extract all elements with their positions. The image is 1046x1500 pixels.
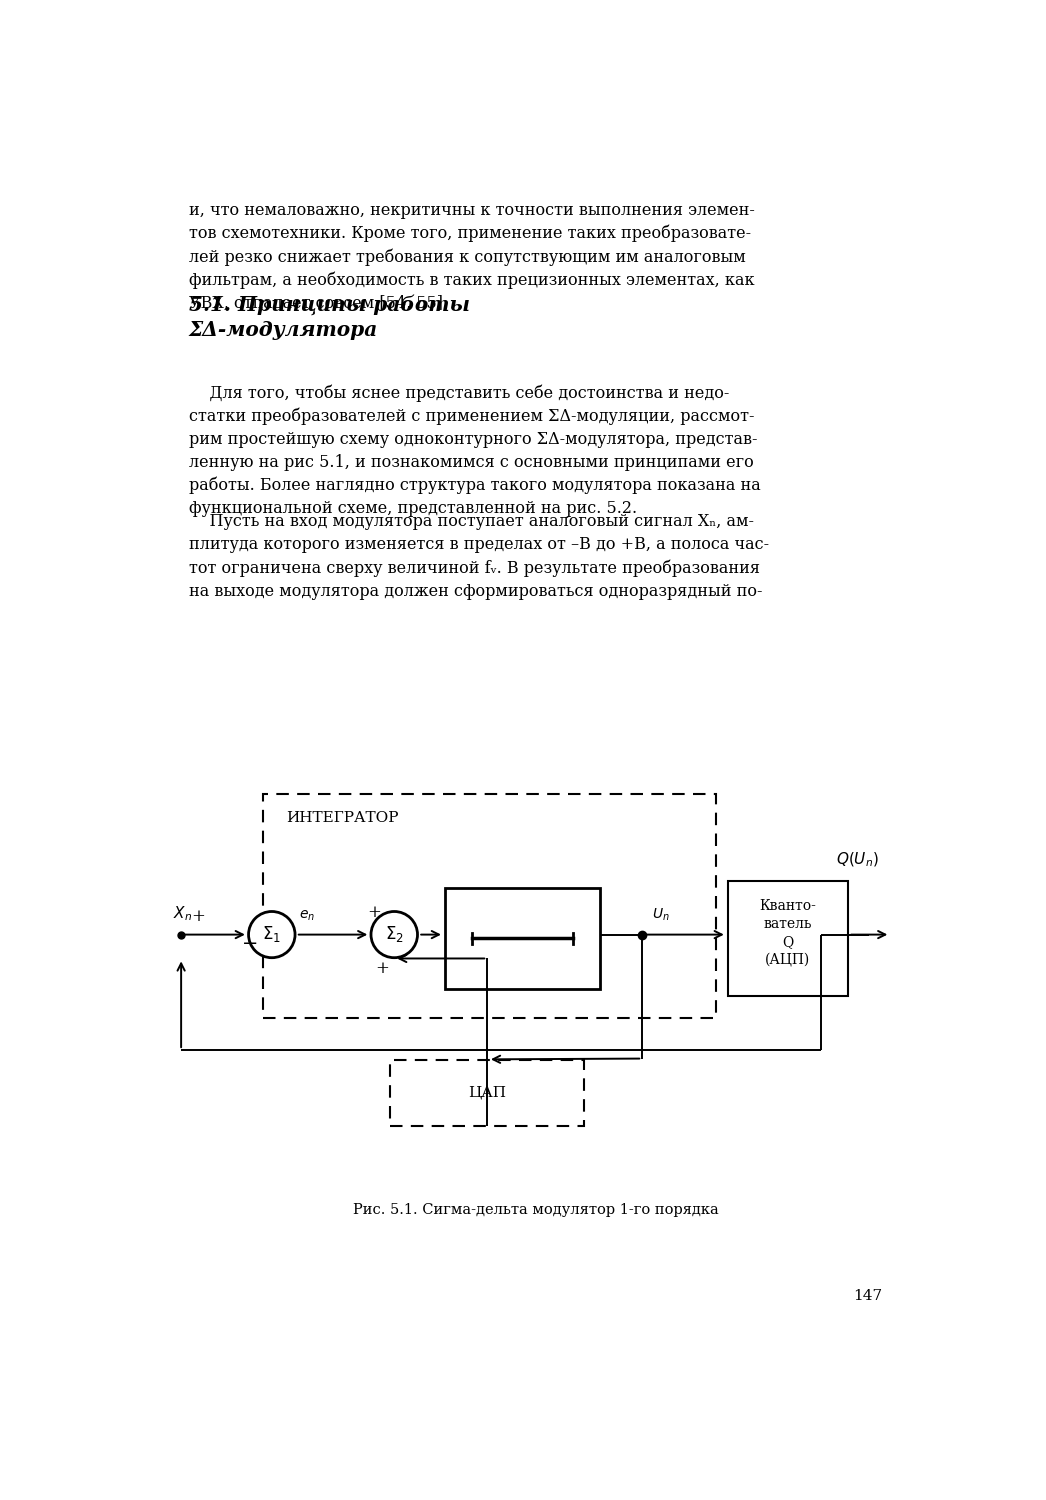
Text: Рис. 5.1. Сигма-дельта модулятор 1-го порядка: Рис. 5.1. Сигма-дельта модулятор 1-го по… xyxy=(354,1203,719,1216)
Text: 147: 147 xyxy=(854,1288,883,1304)
Text: ЦАП: ЦАП xyxy=(469,1086,506,1100)
Text: ИНТЕГРАТОР: ИНТЕГРАТОР xyxy=(286,812,399,825)
Text: $\Sigma_1$: $\Sigma_1$ xyxy=(263,924,281,944)
Text: Для того, чтобы яснее представить себе достоинства и недо-
статки преобразовател: Для того, чтобы яснее представить себе д… xyxy=(189,384,760,518)
Text: 5.1. Принципы работы
ΣΔ-модулятора: 5.1. Принципы работы ΣΔ-модулятора xyxy=(189,294,470,339)
Circle shape xyxy=(249,912,295,957)
Text: +: + xyxy=(191,909,205,926)
Circle shape xyxy=(371,912,417,957)
Text: и, что немаловажно, некритичны к точности выполнения элемен-
тов схемотехники. К: и, что немаловажно, некритичны к точност… xyxy=(189,201,755,312)
Text: −: − xyxy=(242,934,258,952)
Bar xyxy=(390,1060,584,1125)
Text: +: + xyxy=(376,960,389,976)
Bar xyxy=(445,888,599,989)
Text: $X_n$: $X_n$ xyxy=(174,904,192,922)
Text: $U_n$: $U_n$ xyxy=(652,906,669,922)
Text: $\Sigma_2$: $\Sigma_2$ xyxy=(385,924,404,944)
Text: Кванто-
ватель
Q
(АЦП): Кванто- ватель Q (АЦП) xyxy=(759,900,816,968)
Text: $Q(U_n)$: $Q(U_n)$ xyxy=(836,850,879,868)
Text: Пусть на вход модулятора поступает аналоговый сигнал Xₙ, ам-
плитуда которого из: Пусть на вход модулятора поступает анало… xyxy=(189,513,769,600)
Text: +: + xyxy=(367,903,381,921)
Bar xyxy=(263,795,715,1018)
Text: $e_n$: $e_n$ xyxy=(299,909,315,922)
Bar xyxy=(728,880,847,996)
